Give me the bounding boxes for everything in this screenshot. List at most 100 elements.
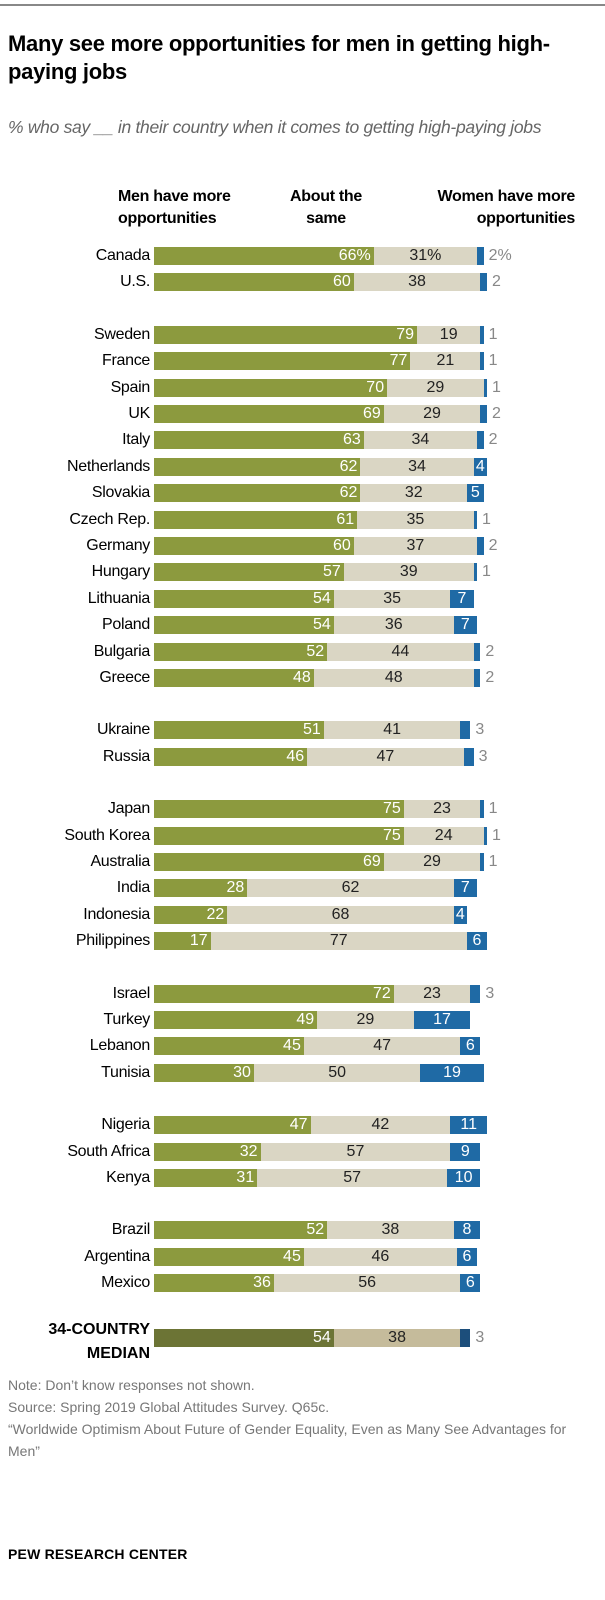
bar-women (483, 378, 487, 397)
row-label: Slovakia (91, 484, 150, 502)
bar-women (480, 405, 487, 423)
bar-men-label: 45 (283, 1247, 301, 1265)
bar-men-label: 48 (293, 669, 311, 686)
bar-women-label: 2 (492, 405, 501, 422)
bar-men: 61 (154, 510, 358, 529)
bar-women (473, 669, 481, 687)
median-label: 34-COUNTRY MEDIAN (48, 1318, 150, 1366)
bar-men-label: 57 (323, 563, 341, 581)
bar-women-label: 1 (482, 510, 491, 528)
row-label: Lebanon (89, 1037, 151, 1055)
report-text: “Worldwide Optimism About Future of Gend… (8, 1421, 567, 1459)
bar-men: 51 (154, 721, 324, 740)
bar-women-label: 9 (460, 1142, 470, 1160)
bar-women (480, 800, 484, 819)
bar-women-label: 6 (465, 1274, 475, 1292)
bar-women-label: 5 (470, 484, 480, 502)
bar-same: 46 (303, 1247, 458, 1266)
bar-same: 34 (360, 457, 474, 476)
bar-men-label: 36 (253, 1274, 271, 1292)
bar-same: 47 (303, 1037, 461, 1056)
bar-men-label: 51 (303, 721, 321, 739)
bar-same: 23 (403, 800, 481, 819)
bar-women (477, 247, 484, 265)
row-label: Canada (95, 247, 151, 264)
median-label-line2: MEDIAN (86, 1345, 150, 1362)
notes: Note: Don’t know responses not shown. So… (8, 1374, 598, 1462)
bar-men: 70 (154, 378, 388, 397)
bar-same-label: 29 (423, 853, 441, 870)
bar-women-label: 1 (488, 352, 498, 370)
bar-same: 32 (360, 484, 467, 503)
bar-men: 79 (154, 325, 418, 344)
bar-women-label: 2 (485, 642, 495, 660)
row-label: Japan (107, 800, 150, 818)
bar-men: 60 (154, 537, 354, 555)
row-label: Hungary (91, 563, 151, 581)
bar-women: 7 (453, 616, 477, 635)
row-label: Russia (102, 747, 150, 765)
bar-same: 47 (307, 747, 464, 766)
bar-men-label: 30 (233, 1063, 251, 1081)
bar-men: 75 (154, 826, 404, 845)
bar-men-label: 60 (333, 537, 351, 554)
bar-women: 9 (450, 1142, 481, 1161)
bar-men-label: 22 (206, 905, 225, 923)
bar-same: 57 (260, 1142, 451, 1161)
bar-women: 6 (467, 932, 487, 951)
legend-men-text: Men have more opportunities (118, 188, 231, 227)
pew-logo-text: PEW RESEARCH CENTER (8, 1546, 188, 1562)
note-text: Note: Don’t know responses not shown. (8, 1377, 255, 1393)
bar-same-label: 38 (408, 273, 426, 291)
bar-men: 69 (154, 405, 384, 423)
row-label: Sweden (93, 325, 150, 343)
bar-women-label: 3 (475, 1329, 485, 1346)
bar-women-label: 4 (475, 457, 485, 475)
row-label: Lithuania (87, 589, 151, 607)
bar-same-label: 23 (433, 800, 451, 818)
bar-same-label: 77 (329, 932, 348, 950)
bar-women (460, 1329, 471, 1347)
bar-women: 4 (473, 457, 487, 476)
bar-same: 34 (363, 431, 477, 450)
bar-women-label: 2% (488, 247, 512, 264)
bar-same-label: 47 (373, 1037, 391, 1055)
bar-women: 6 (460, 1037, 481, 1056)
bar-women-label: 6 (462, 1247, 472, 1265)
bar-men: 77 (154, 352, 411, 371)
bar-men-label: 70 (366, 378, 385, 396)
bar-same-label: 34 (411, 431, 430, 449)
chart-title: Many see more opportunities for men in g… (8, 31, 550, 84)
bar-same: 35 (333, 589, 451, 608)
bar-men: 72 (154, 984, 394, 1003)
bar-men: 47 (154, 1116, 311, 1135)
bar-same-label: 47 (376, 747, 395, 765)
row-label: Nigeria (101, 1116, 150, 1134)
bar-same: 44 (327, 642, 474, 661)
bar-same: 24 (403, 826, 484, 845)
row-label: U.S. (120, 273, 150, 291)
bar-men-label: 75 (382, 826, 401, 844)
bar-men: 57 (154, 563, 344, 582)
bar-same-label: 41 (383, 721, 401, 739)
bar-same-label: 29 (426, 378, 445, 396)
bar-same-label: 36 (384, 616, 403, 634)
bar-men: 49 (154, 1011, 318, 1029)
bar-women-label: 7 (460, 616, 470, 634)
row-label: Poland (101, 616, 150, 634)
row-label: Germany (86, 537, 150, 554)
bar-men-label: 60 (333, 273, 351, 291)
bar-same-label: 29 (423, 405, 441, 422)
bar-women: 5 (467, 484, 484, 503)
bar-men: 62 (154, 457, 361, 476)
bar-women-label: 1 (488, 853, 498, 870)
bar-same-label: 32 (404, 484, 423, 502)
bar-women (473, 510, 477, 529)
bar-men-label: 31 (236, 1169, 255, 1186)
source-text: Source: Spring 2019 Global Attitudes Sur… (8, 1399, 330, 1415)
bar-women: 11 (450, 1116, 487, 1135)
bar-women-label: 19 (443, 1063, 461, 1081)
bar-men-label: 17 (189, 932, 208, 950)
bar-men-label: 45 (283, 1037, 301, 1055)
row-label: South Africa (67, 1142, 150, 1160)
